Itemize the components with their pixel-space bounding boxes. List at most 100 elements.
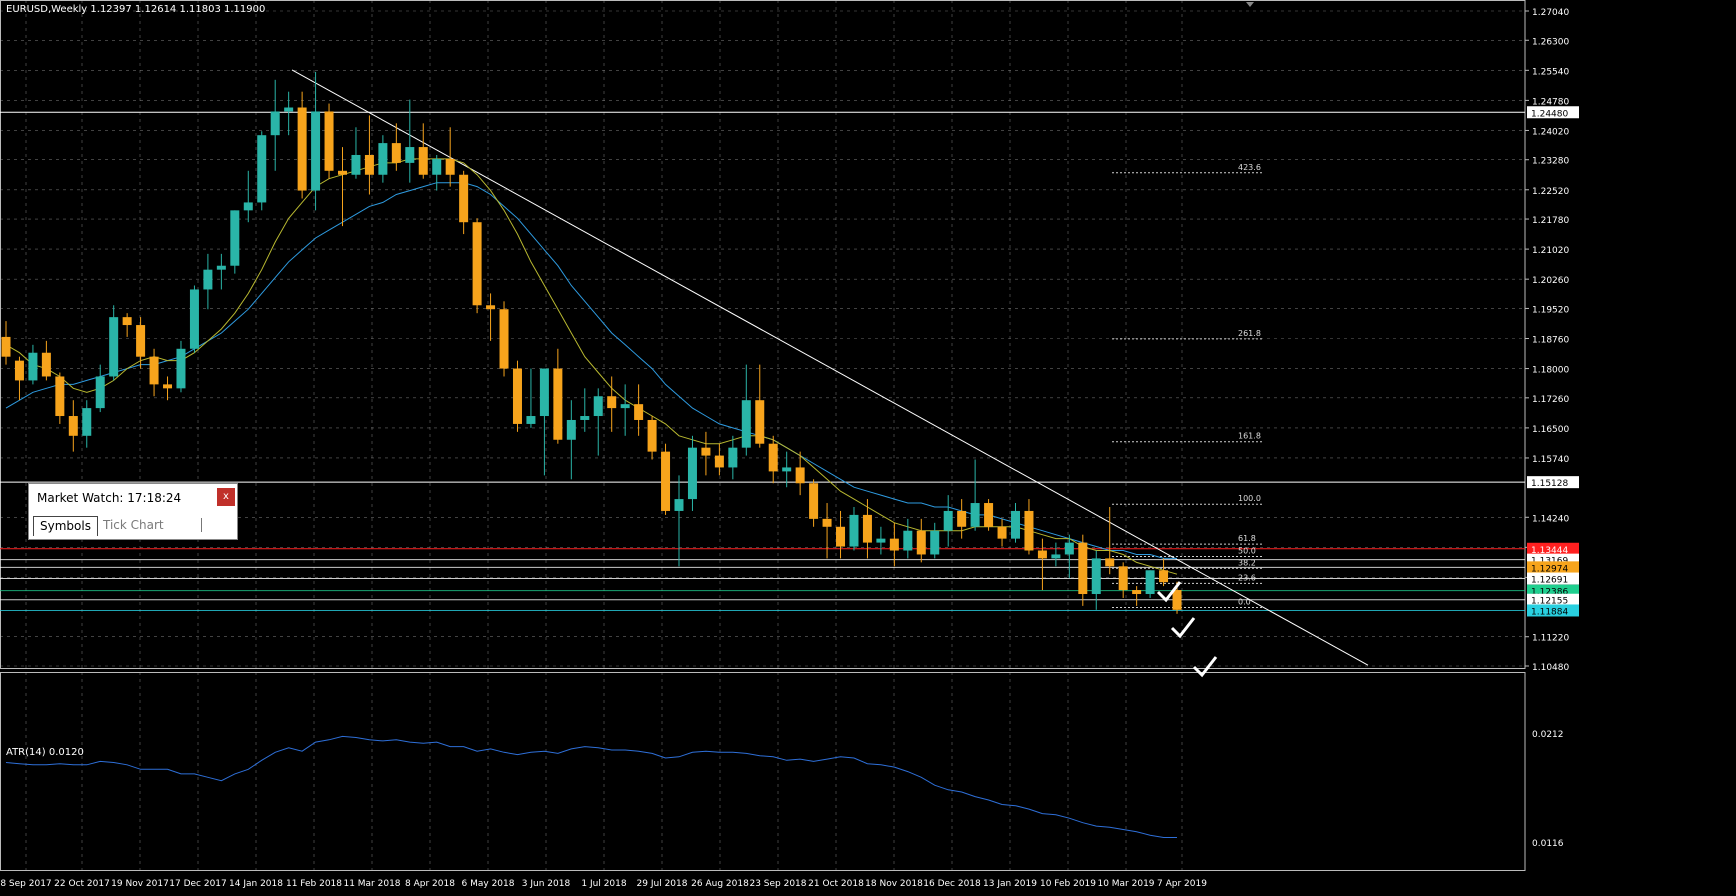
x-axis-label: 10 Mar 2019 (1097, 879, 1154, 889)
candle-body (593, 396, 603, 417)
candle-body (997, 526, 1007, 539)
atr-indicator-label: ATR(14) 0.0120 (6, 747, 84, 758)
candle-body (418, 147, 428, 175)
candle-body (351, 154, 361, 175)
candle-body (55, 376, 65, 417)
candle-body (728, 447, 738, 468)
candle-body (270, 111, 280, 136)
candle-body (1159, 570, 1169, 583)
x-axis-label: 8 Sep 2017 (0, 879, 51, 889)
candle-body (849, 514, 859, 547)
candle-body (136, 325, 146, 357)
price-label-box (1527, 476, 1579, 489)
candle-body (1011, 510, 1020, 539)
candle-body (216, 265, 226, 270)
candle-body (782, 467, 792, 472)
candle-body (1051, 554, 1061, 559)
fibonacci-label: 423.6 (1238, 163, 1261, 172)
candle-body (486, 305, 496, 310)
x-axis-label: 11 Feb 2018 (286, 879, 342, 889)
x-axis-label: 1 Jul 2018 (581, 879, 626, 889)
candle-body (822, 518, 832, 527)
price-label: 1.12974 (1531, 564, 1568, 574)
candle-body (795, 467, 805, 484)
x-axis-label: 7 Apr 2019 (1157, 879, 1207, 889)
chart-shift-marker-icon (1246, 2, 1254, 7)
candle-body (82, 408, 92, 436)
price-label: 1.12155 (1531, 597, 1568, 607)
fibonacci-label: 0.0 (1238, 597, 1251, 606)
candle-body (68, 416, 78, 436)
candle-body (472, 222, 482, 306)
y-axis-label: 1.14240 (1532, 514, 1569, 524)
close-button[interactable]: x (217, 488, 235, 506)
candle-body (876, 538, 886, 543)
y-axis-label: 1.21780 (1532, 216, 1569, 226)
candle-body (378, 143, 388, 175)
candle-body (230, 210, 240, 266)
candle-body (512, 368, 522, 424)
candle-body (809, 483, 819, 519)
y-axis-label: 1.16500 (1532, 425, 1569, 435)
price-label-box (1527, 604, 1579, 617)
x-axis-label: 11 Mar 2018 (343, 879, 400, 889)
y-axis-label: 1.19520 (1532, 305, 1569, 315)
candle-body (364, 154, 374, 175)
x-axis-label: 16 Dec 2018 (923, 879, 981, 889)
y-axis-label: 1.18760 (1532, 336, 1569, 346)
candle-body (620, 404, 630, 409)
y-axis-label: 1.24780 (1532, 97, 1569, 107)
candle-body (122, 317, 132, 326)
main-chart-border (0, 0, 1526, 669)
tab-separator (201, 518, 202, 532)
candle-body (1064, 542, 1074, 555)
chart-symbol-info: EURUSD,Weekly 1.12397 1.12614 1.11803 1.… (6, 4, 266, 15)
candle-body (903, 530, 913, 551)
market-watch-window[interactable]: Market Watch: 17:18:24 x Symbols Tick Ch… (28, 483, 238, 540)
y-axis-label: 1.18000 (1532, 366, 1569, 376)
y-axis-label: 1.27040 (1532, 8, 1569, 18)
price-label-box (1527, 561, 1579, 574)
price-label: 1.13444 (1531, 546, 1568, 556)
candle-body (432, 158, 442, 175)
candle-body (163, 384, 173, 389)
candle-body (311, 111, 321, 191)
x-axis-label: 26 Aug 2018 (691, 879, 749, 889)
market-watch-title: Market Watch: 17:18:24 (37, 491, 182, 505)
candle-body (459, 174, 469, 223)
price-label-box (1527, 106, 1579, 119)
x-axis-label: 6 May 2018 (462, 879, 515, 889)
candle-body (889, 538, 899, 551)
fibonacci-label: 38.2 (1238, 558, 1256, 567)
candle-body (14, 360, 24, 381)
y-axis-label: 1.21020 (1532, 246, 1569, 256)
candle-body (634, 404, 644, 420)
check-mark-icon (1170, 617, 1196, 639)
tab-symbols[interactable]: Symbols (33, 516, 98, 536)
candle-body (1145, 570, 1155, 595)
candle-body (109, 317, 119, 377)
market-watch-tabs: Symbols Tick Chart (33, 516, 233, 536)
x-axis-label: 18 Nov 2018 (865, 879, 923, 889)
candle-body (916, 530, 926, 555)
candle-body (661, 451, 671, 511)
candle-body (149, 356, 159, 385)
x-axis-label: 23 Sep 2018 (749, 879, 806, 889)
candle-body (284, 107, 294, 112)
y-axis-label: 1.17260 (1532, 395, 1569, 405)
candle-body (607, 396, 617, 409)
x-axis-label: 22 Oct 2017 (54, 879, 110, 889)
candle-body (970, 503, 980, 527)
candle-body (499, 309, 509, 369)
candle-body (701, 447, 711, 456)
candle-body (338, 170, 347, 175)
y-axis-label: 1.26300 (1532, 37, 1569, 47)
candle-body (862, 514, 872, 543)
candle-body (836, 526, 846, 547)
tab-tick-chart[interactable]: Tick Chart (103, 518, 164, 532)
candle-body (943, 510, 953, 531)
candle-body (1132, 590, 1142, 595)
y-axis-label: 1.10480 (1532, 663, 1569, 673)
candle-body (1037, 550, 1047, 559)
